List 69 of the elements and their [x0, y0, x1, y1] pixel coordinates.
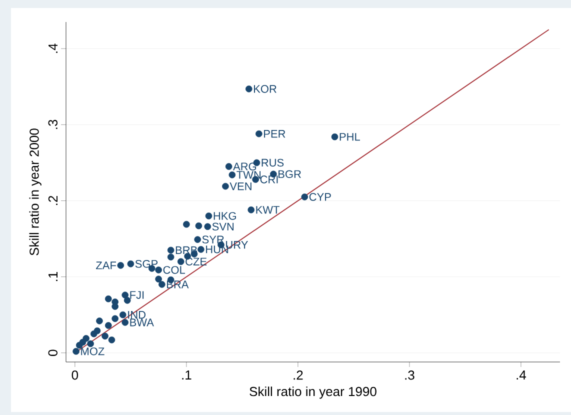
point: [222, 182, 229, 190]
point: [104, 322, 112, 329]
point: [112, 315, 118, 322]
point: [155, 276, 162, 282]
y-tick-label: .1: [48, 272, 58, 282]
point: [127, 260, 134, 268]
point: [205, 212, 212, 220]
point: [158, 281, 166, 288]
point: [194, 236, 201, 243]
annotation: TWN: [236, 171, 261, 179]
point: [198, 246, 204, 253]
annotation: COL: [163, 266, 186, 274]
annotation: CZE: [186, 258, 207, 266]
annotation: SVN: [212, 222, 234, 230]
x-tick-label: .3: [405, 370, 414, 380]
y-tick-label: 0: [48, 350, 58, 356]
point: [331, 133, 338, 140]
point: [167, 254, 174, 260]
point: [228, 171, 236, 178]
point: [122, 292, 129, 298]
point: [248, 206, 255, 214]
x-tick-label: .2: [294, 370, 303, 380]
point: [225, 163, 232, 170]
y-tick-label: .3: [48, 120, 58, 129]
annotation: ZAF: [96, 262, 116, 270]
point: [195, 222, 202, 230]
point: [167, 246, 174, 254]
annotation: CYP: [309, 193, 331, 201]
point: [124, 296, 131, 304]
annotation: VEN: [230, 182, 252, 190]
point: [117, 262, 124, 269]
point: [112, 303, 118, 310]
point: [108, 336, 116, 344]
y-tick-label: .2: [48, 196, 58, 205]
annotation: HKG: [214, 212, 236, 220]
point: [72, 348, 80, 355]
annotation: MOZ: [81, 347, 104, 356]
annotation: SYR: [202, 236, 224, 244]
y-axis-title: Skill ratio in year 2000: [29, 128, 42, 256]
point: [96, 318, 103, 324]
point: [245, 86, 252, 92]
annotation: FJI: [130, 291, 144, 299]
point: [256, 130, 262, 138]
point: [119, 311, 126, 318]
point: [122, 319, 129, 326]
point: [104, 295, 112, 302]
point: [102, 332, 108, 340]
point: [87, 340, 94, 348]
x-tick-label: .4: [516, 370, 526, 380]
point: [90, 330, 98, 338]
annotation: PHL: [340, 133, 360, 141]
point: [177, 258, 184, 265]
x-tick-label: .1: [182, 370, 192, 380]
point: [204, 223, 212, 230]
annotation: ARG: [233, 162, 256, 170]
annotation: SGP: [135, 260, 158, 268]
point: [155, 266, 162, 274]
x-axis-title: Skill ratio in year 1990: [250, 386, 376, 399]
point: [183, 220, 190, 228]
point: [301, 194, 308, 200]
annotation: KOR: [254, 85, 276, 93]
annotation: PER: [264, 130, 286, 138]
annotation: RUS: [262, 158, 284, 167]
y-tick-label: .4: [48, 44, 58, 53]
point: [76, 342, 83, 349]
annotation: BWA: [130, 318, 154, 326]
annotation: KWT: [256, 206, 280, 214]
annotation: BGR: [278, 170, 301, 178]
x-tick-label: 0: [72, 370, 78, 380]
